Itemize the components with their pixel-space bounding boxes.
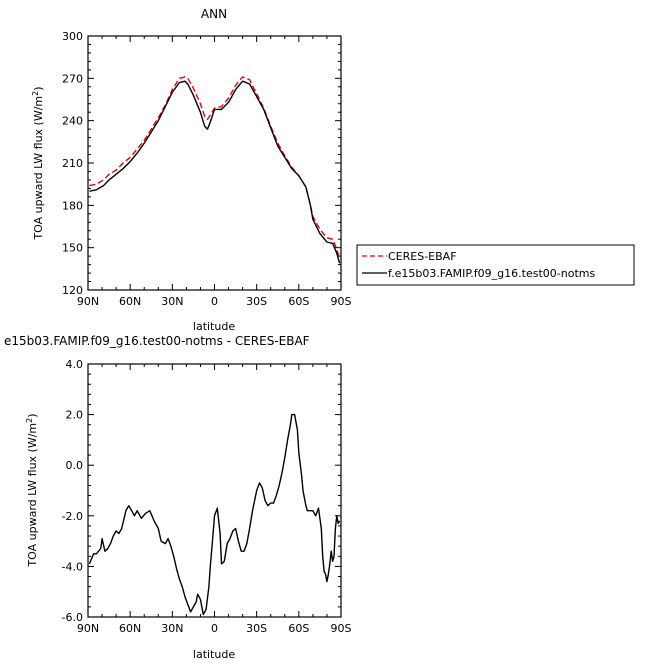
bottom-x-tick-label: 90S xyxy=(331,622,352,635)
bottom-series-line-0 xyxy=(88,413,341,616)
bottom-panel: e15b03.FAMIP.f09_g16.test00-notms - CERE… xyxy=(4,334,352,661)
bottom-y-axis-label-base: TOA upward LW flux (W/m xyxy=(26,423,39,568)
top-x-tick-label: 60S xyxy=(288,295,309,308)
top-x-tick-label: 60N xyxy=(119,295,141,308)
top-x-axis-label: latitude xyxy=(193,320,235,333)
top-x-tick-label: 30S xyxy=(246,295,267,308)
top-y-tick-label: 120 xyxy=(62,284,83,297)
top-y-tick-label: 210 xyxy=(62,157,83,170)
bottom-y-tick-label: -2.0 xyxy=(62,510,83,523)
bottom-y-tick-label: 0.0 xyxy=(66,459,84,472)
bottom-y-tick-label: 2.0 xyxy=(66,409,84,422)
top-panel: ANN 90N 60N 30N 0 30S 60S 90S 120 150 180 210 240 27… xyxy=(31,7,635,333)
legend-label-model: f.e15b03.FAMIP.f09_g16.test00-notms xyxy=(388,267,595,280)
top-y-tick-label: 270 xyxy=(62,72,83,85)
top-y-axis-label-sup: 2 xyxy=(31,91,40,96)
top-plot-frame xyxy=(87,35,342,291)
legend-label-ceres: CERES-EBAF xyxy=(388,250,457,263)
top-x-tick-label: 90N xyxy=(77,295,99,308)
top-y-axis-label-base: TOA upward LW flux (W/m xyxy=(32,96,45,241)
bottom-x-tick-label: 60S xyxy=(288,622,309,635)
bottom-x-tick-label: 60N xyxy=(119,622,141,635)
top-x-tick-label: 0 xyxy=(211,295,218,308)
top-plot-area: 90N 60N 30N 0 30S 60S 90S 120 150 180 210 240 270 300 xyxy=(62,30,352,308)
bottom-y-axis-label-sup: 2 xyxy=(25,418,34,423)
top-x-tick-label: 90S xyxy=(331,295,352,308)
bottom-y-axis-label: TOA upward LW flux (W/m2) xyxy=(25,413,39,567)
bottom-plot-frame xyxy=(87,363,342,618)
bottom-x-tick-label: 0 xyxy=(211,622,218,635)
top-series-line-0 xyxy=(89,76,341,260)
bottom-x-tick-label: 30N xyxy=(161,622,183,635)
top-series-line-1 xyxy=(89,80,341,264)
bottom-chart-title: e15b03.FAMIP.f09_g16.test00-notms - CERE… xyxy=(4,334,310,348)
bottom-x-tick-label: 90N xyxy=(77,622,99,635)
bottom-plot-area: 90N 60N 30N 0 30S 60S 90S -6.0 -4.0 -2.0 0.0 2.0 4.0 xyxy=(62,358,352,635)
bottom-y-tick-label: -4.0 xyxy=(62,560,83,573)
bottom-x-axis-label: latitude xyxy=(193,648,235,661)
top-chart-title: ANN xyxy=(201,7,227,21)
bottom-y-axis-label-end: ) xyxy=(26,413,39,417)
legend-box xyxy=(356,244,635,286)
bottom-x-tick-label: 30S xyxy=(246,622,267,635)
top-y-axis-label: TOA upward LW flux (W/m2) xyxy=(31,86,45,240)
top-x-tick-label: 30N xyxy=(161,295,183,308)
top-y-tick-label: 300 xyxy=(62,30,83,43)
top-y-tick-label: 180 xyxy=(62,199,83,212)
top-y-tick-label: 150 xyxy=(62,242,83,255)
bottom-y-tick-label: 4.0 xyxy=(66,358,84,371)
top-y-axis-label-end: ) xyxy=(32,86,45,90)
bottom-y-tick-label: -6.0 xyxy=(62,611,83,624)
top-y-tick-label: 240 xyxy=(62,115,83,128)
legend: CERES-EBAF f.e15b03.FAMIP.f09_g16.test00… xyxy=(356,244,635,286)
